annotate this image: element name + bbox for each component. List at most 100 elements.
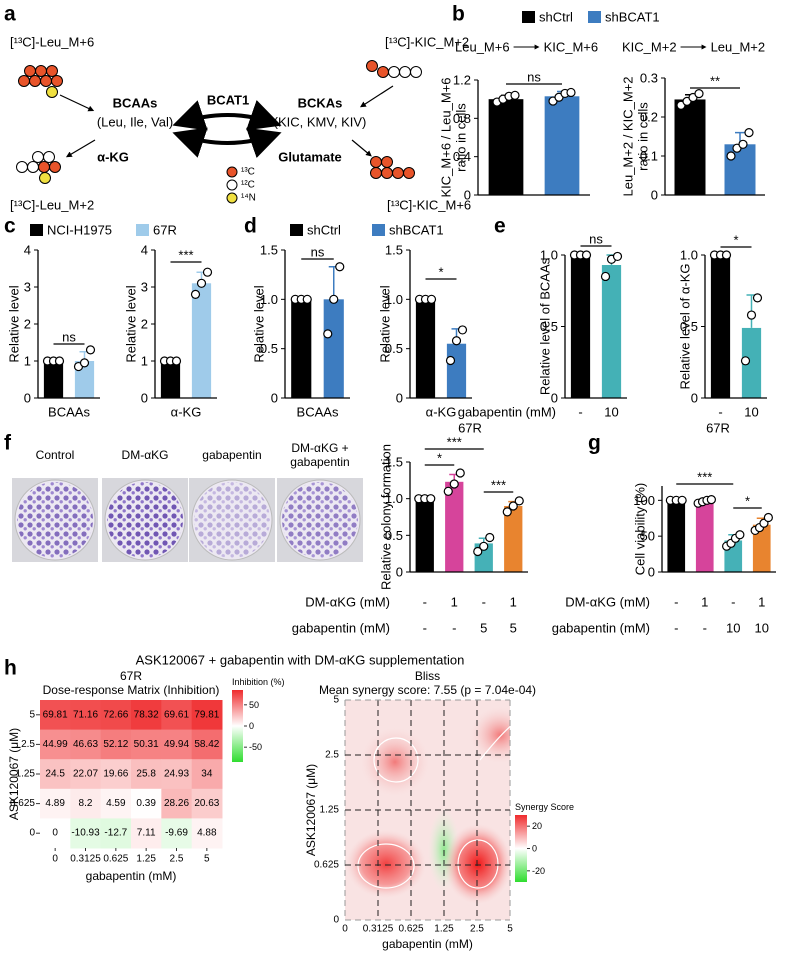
bar: [446, 343, 467, 398]
bar: [674, 99, 706, 195]
bar: [752, 524, 771, 572]
contours: [357, 725, 510, 889]
y-tick-label: 0: [691, 391, 698, 406]
bar: [710, 255, 731, 398]
molecule: [370, 156, 415, 179]
cell-label: -9.69: [165, 828, 188, 839]
data-point: [581, 250, 592, 260]
y-tick-label: 0.3: [640, 71, 658, 86]
row-value: -: [674, 595, 678, 610]
row-value: 10: [744, 405, 758, 420]
data-point: [600, 271, 611, 282]
y-tick-label: 1.25: [16, 769, 36, 780]
y-tick-label: 4: [141, 243, 148, 258]
y-tick-label: 1.5: [385, 455, 403, 470]
data-point: [479, 541, 489, 551]
bar: [601, 265, 622, 398]
y-tick-label: 0: [396, 391, 403, 406]
cell-label: 22.07: [73, 769, 98, 780]
x-tick-label: 0.625: [103, 854, 128, 865]
y-tick-label: 2: [141, 317, 148, 332]
row-value: -: [482, 595, 486, 610]
node-members: (KIC, KMV, KIV): [274, 115, 367, 130]
x-axis-label: BCAAs: [297, 405, 339, 420]
row-value: -: [423, 595, 427, 610]
data-point: [514, 496, 524, 506]
y-tick-label: 1.0: [540, 248, 558, 263]
row-value: -: [578, 405, 582, 420]
data-point: [323, 329, 333, 339]
photo-label: Control: [36, 448, 75, 462]
x-axis-label: α-KG: [426, 405, 457, 420]
colorbar-tick-label: 20: [532, 821, 542, 831]
bar: [667, 500, 686, 572]
data-point: [54, 356, 65, 366]
heatmap-cell: [70, 818, 102, 849]
y-axis-label: ratio in cells: [636, 102, 651, 171]
bar: [291, 299, 312, 398]
y-axis-label: Relative level of BCAAs: [538, 257, 553, 395]
y-axis-label: KIC_M+6 / Leu_M+6: [439, 78, 454, 198]
cell-label: 0.39: [136, 798, 156, 809]
row-value: -: [423, 621, 427, 636]
panel-label: c: [4, 215, 16, 238]
data-point: [451, 336, 462, 346]
legend-swatch: [290, 224, 303, 236]
y-tick-label: 1.0: [260, 292, 278, 307]
heatmap-cell: [161, 818, 193, 849]
molecule: [18, 65, 63, 98]
heatmap-cell: [161, 759, 193, 790]
cell-label: 4.88: [197, 828, 217, 839]
data-point: [85, 345, 96, 355]
row-value: -: [731, 595, 735, 610]
cell-label: 25.8: [136, 769, 156, 780]
legend-label: ¹³C: [241, 167, 255, 178]
legend-label: NCI-H1975: [47, 223, 112, 238]
data-point: [746, 310, 757, 320]
data-point: [455, 468, 465, 478]
bar: [504, 506, 523, 572]
data-point: [445, 355, 456, 366]
significance-label: *: [437, 451, 442, 466]
x-tick-label: 5: [204, 854, 210, 865]
legend-label: shCtrl: [307, 223, 341, 238]
substrate-label: [¹³C]-KIC_M+2: [385, 35, 469, 50]
cell-label: 4.89: [45, 798, 65, 809]
chart-subtitle: Mean synergy score: 7.55 (p = 7.04e-04): [319, 683, 536, 697]
data-point: [449, 479, 459, 489]
data-point: [752, 293, 763, 303]
chart-title: Leu_M+6: [455, 40, 510, 55]
cell-label: 44.99: [43, 739, 68, 750]
heatmap-cell: [100, 818, 132, 849]
y-tick-label: 0: [396, 565, 403, 580]
row-label: DM-αKG (mM): [305, 595, 390, 610]
legend-label: shBCAT1: [389, 223, 444, 238]
significance-label: ***: [491, 478, 506, 493]
y-tick-label: 0: [551, 391, 558, 406]
bar: [415, 299, 436, 398]
x-tick-label: 0: [52, 854, 58, 865]
x-axis-label: gabapentin (mM): [86, 869, 177, 883]
data-point: [612, 251, 623, 262]
data-point: [457, 325, 468, 335]
heatmap-cell: [40, 729, 71, 760]
data-point: [566, 87, 576, 98]
cofactor: Glutamate: [278, 150, 342, 165]
enzyme: BCAT1: [207, 93, 249, 108]
data-point: [196, 278, 207, 288]
legend-dot: [226, 192, 238, 204]
x-tick-label: 0.625: [398, 924, 423, 935]
y-tick-label: 1.0: [680, 248, 698, 263]
chart-subtitle: Dose-response Matrix (Inhibition): [43, 683, 220, 697]
colorbar-tick-label: -50: [249, 742, 262, 752]
colony-photos: [12, 478, 363, 562]
heatmap-cell: [40, 788, 71, 819]
row-value: 1: [510, 595, 517, 610]
y-tick-label: 2.5: [325, 750, 339, 761]
y-tick-label: 3: [141, 280, 148, 295]
bar: [43, 361, 64, 398]
y-tick-label: 1.5: [260, 243, 278, 258]
bar: [741, 327, 762, 398]
bar: [488, 99, 524, 195]
